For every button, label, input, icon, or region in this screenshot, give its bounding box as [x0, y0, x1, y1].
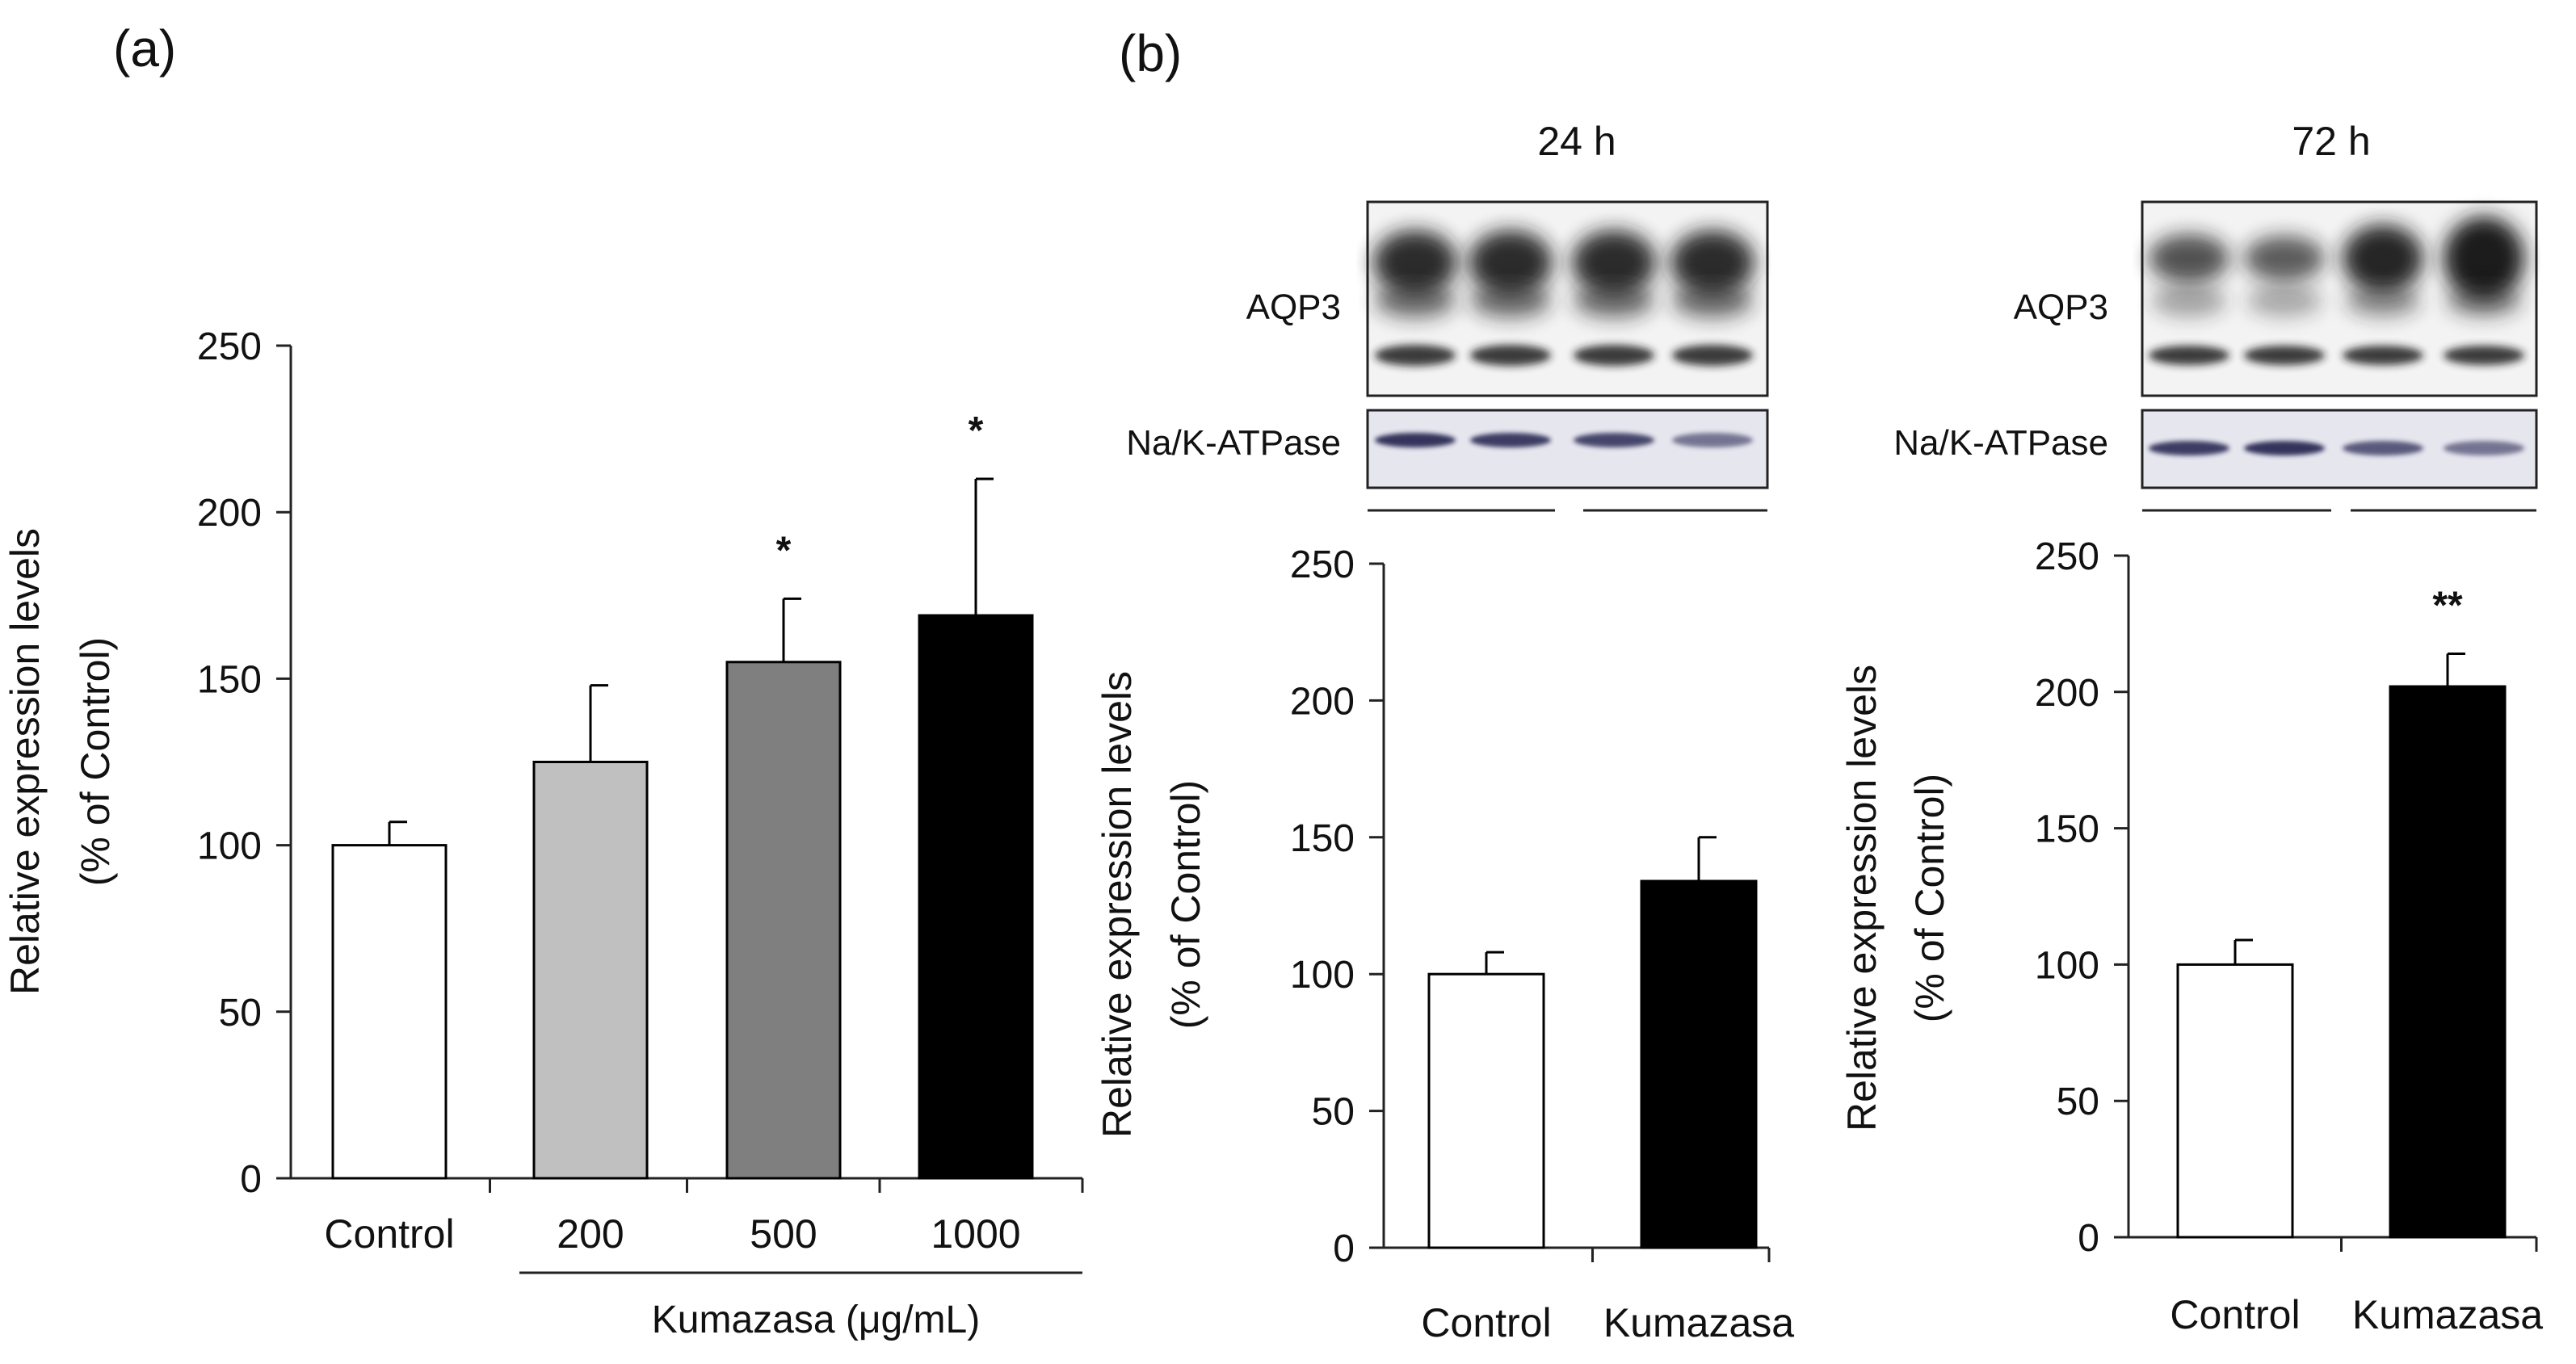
blot-band	[2152, 284, 2226, 317]
blot-band	[1672, 345, 1753, 366]
significance-mark: *	[776, 529, 792, 572]
blot-band	[1375, 433, 1456, 447]
blot-24h-aqp3-label: AQP3	[1246, 287, 1341, 327]
blot-band	[1469, 230, 1553, 295]
y-tick-label: 50	[2057, 1081, 2099, 1123]
significance-mark: *	[969, 409, 984, 452]
y-axis-label-unit: (% of Control)	[1907, 774, 1952, 1022]
blot-band	[1672, 433, 1753, 447]
y-tick-label: 150	[2035, 808, 2099, 851]
blot-band	[1574, 283, 1654, 318]
blot-band	[2244, 236, 2325, 281]
blot-band	[1672, 283, 1753, 318]
bar-200	[532, 761, 649, 1180]
category-label: Control	[324, 1211, 454, 1257]
bar-control	[2176, 963, 2294, 1239]
y-axis-label: Relative expression levels	[1095, 671, 1140, 1138]
y-tick-label: 0	[1333, 1228, 1355, 1270]
blot-24h-aqp3-image	[1366, 200, 1769, 397]
chart-a: 0 50 100 150 200 250 Control 200 * 500 * 1000 Relati…	[2, 325, 1084, 1257]
blot-band	[2343, 225, 2423, 292]
blot-band	[1470, 345, 1551, 366]
chart-b72: 0 50 100 150 200 250 Control ** Kumazasa Relative…	[1839, 535, 2543, 1337]
blot-72h-na-label: Na/K-ATPase	[1893, 423, 2108, 463]
y-tick-label: 100	[1290, 954, 1355, 997]
blot-band	[1375, 345, 1456, 366]
blot-band	[1572, 230, 1656, 295]
y-tick-label: 150	[197, 658, 262, 701]
blot-72h-na-image	[2141, 409, 2538, 489]
blot-band	[2444, 216, 2524, 300]
blot-band	[2346, 284, 2420, 317]
bar-500	[725, 661, 842, 1180]
y-tick-label: 50	[219, 992, 262, 1035]
blot-band	[1574, 345, 1654, 366]
y-tick-label: 150	[1290, 817, 1355, 860]
blot-band	[2343, 441, 2423, 455]
kumazasa-group-label: Kumazasa (μg/mL)	[652, 1299, 980, 1341]
y-tick-label: 200	[1290, 680, 1355, 723]
y-tick-label: 250	[197, 325, 262, 368]
y-tick-label: 100	[2035, 944, 2099, 987]
blot-band	[2444, 441, 2524, 455]
blot-band	[2149, 234, 2229, 283]
blot-band	[1470, 283, 1551, 318]
blot-72h-title: 72 h	[2292, 119, 2370, 164]
blot-band	[1375, 283, 1456, 318]
y-tick-label: 250	[2035, 535, 2099, 578]
blot-72h-aqp3-label: AQP3	[2014, 287, 2108, 327]
category-label: 1000	[931, 1211, 1020, 1257]
y-tick-label: 200	[2035, 672, 2099, 715]
blot-band	[2343, 346, 2423, 365]
blot-band	[2247, 284, 2322, 317]
y-tick-label: 200	[197, 492, 262, 535]
bar-1000	[918, 614, 1034, 1180]
bar-control	[331, 844, 448, 1180]
y-axis-label: Relative expression levels	[1839, 665, 1885, 1131]
y-axis-label: Relative expression levels	[2, 528, 48, 995]
blot-band	[1470, 433, 1551, 447]
category-label: Kumazasa	[1603, 1300, 1794, 1345]
y-tick-label: 250	[1290, 544, 1355, 586]
panel-a-label: (a)	[113, 19, 176, 78]
bar-kumazasa	[2389, 685, 2507, 1239]
y-tick-label: 100	[197, 825, 262, 868]
y-tick-label: 0	[240, 1158, 262, 1201]
panel-b-label: (b)	[1119, 24, 1182, 82]
bar-kumazasa	[1640, 879, 1758, 1249]
category-label: Control	[1421, 1300, 1551, 1345]
blot-band	[2149, 346, 2229, 365]
category-label: 500	[750, 1211, 817, 1257]
category-label: Control	[2170, 1292, 2300, 1337]
y-tick-label: 50	[1312, 1091, 1355, 1134]
blot-band	[2447, 284, 2521, 317]
blot-band	[1574, 433, 1654, 447]
blot-24h-title: 24 h	[1537, 119, 1616, 164]
category-label: Kumazasa	[2352, 1292, 2543, 1337]
y-axis-label-unit: (% of Control)	[1163, 780, 1208, 1029]
blot-band	[2149, 441, 2229, 455]
blot-band	[2244, 441, 2325, 455]
bar-control	[1427, 972, 1545, 1249]
category-label: 200	[557, 1211, 624, 1257]
blot-band	[1670, 230, 1754, 295]
blot-24h-na-label: Na/K-ATPase	[1126, 423, 1341, 463]
blot-24h-na-image	[1366, 409, 1769, 489]
chart-b24: 0 50 100 150 200 250 Control Kumazasa Relative e…	[1095, 544, 1794, 1345]
significance-mark: **	[2432, 585, 2463, 627]
blot-band	[1373, 230, 1457, 295]
y-axis-label-unit: (% of Control)	[73, 637, 118, 886]
blot-72h-aqp3-image	[2141, 200, 2538, 397]
blot-band	[2444, 346, 2524, 365]
y-tick-label: 0	[2078, 1217, 2099, 1260]
blot-band	[2244, 346, 2325, 365]
